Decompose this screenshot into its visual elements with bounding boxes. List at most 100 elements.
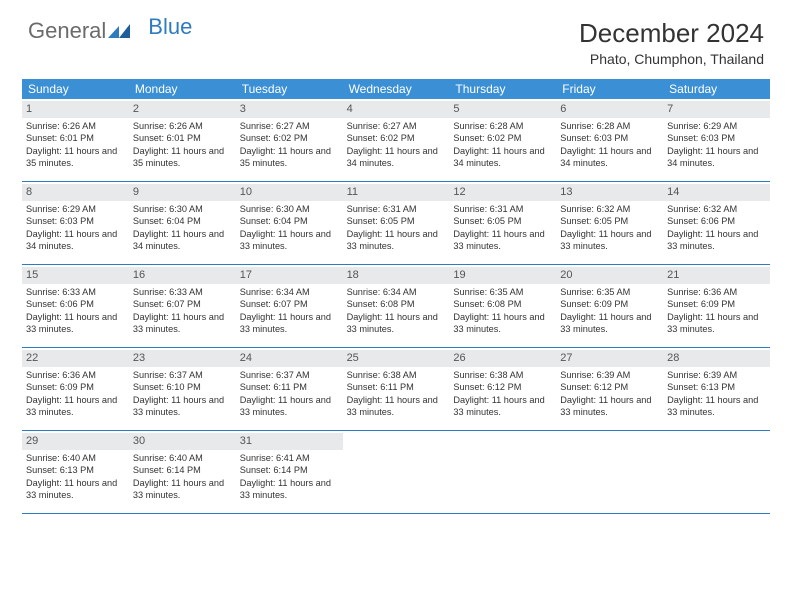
daylight-line: Daylight: 11 hours and 33 minutes. (667, 394, 766, 419)
day-cell: 30Sunrise: 6:40 AMSunset: 6:14 PMDayligh… (129, 431, 236, 513)
day-cell: 25Sunrise: 6:38 AMSunset: 6:11 PMDayligh… (343, 348, 450, 430)
sunrise-line: Sunrise: 6:32 AM (560, 203, 659, 215)
day-cell: 11Sunrise: 6:31 AMSunset: 6:05 PMDayligh… (343, 182, 450, 264)
daylight-line: Daylight: 11 hours and 33 minutes. (26, 394, 125, 419)
sunrise-line: Sunrise: 6:30 AM (133, 203, 232, 215)
day-cell: 2Sunrise: 6:26 AMSunset: 6:01 PMDaylight… (129, 99, 236, 181)
sunset-line: Sunset: 6:01 PM (133, 132, 232, 144)
header: General Blue December 2024 Phato, Chumph… (0, 0, 792, 73)
sunrise-line: Sunrise: 6:30 AM (240, 203, 339, 215)
week-row: 22Sunrise: 6:36 AMSunset: 6:09 PMDayligh… (22, 348, 770, 431)
day-number: 23 (129, 350, 236, 367)
day-cell: 24Sunrise: 6:37 AMSunset: 6:11 PMDayligh… (236, 348, 343, 430)
logo: General Blue (28, 18, 192, 44)
day-number: 31 (236, 433, 343, 450)
day-cell: 22Sunrise: 6:36 AMSunset: 6:09 PMDayligh… (22, 348, 129, 430)
daylight-line: Daylight: 11 hours and 33 minutes. (347, 228, 446, 253)
sunrise-line: Sunrise: 6:40 AM (26, 452, 125, 464)
day-number: 13 (556, 184, 663, 201)
day-number: 30 (129, 433, 236, 450)
day-number: 2 (129, 101, 236, 118)
day-header-row: SundayMondayTuesdayWednesdayThursdayFrid… (22, 79, 770, 99)
sunset-line: Sunset: 6:11 PM (240, 381, 339, 393)
sunset-line: Sunset: 6:12 PM (453, 381, 552, 393)
weeks: 1 Sunrise: 6:26 AMSunset: 6:01 PM Daylight… (22, 99, 770, 514)
day-header-cell: Wednesday (343, 79, 450, 99)
day-header-cell: Tuesday (236, 79, 343, 99)
day-cell (343, 431, 450, 513)
day-number: 5 (449, 101, 556, 118)
day-cell: 23Sunrise: 6:37 AMSunset: 6:10 PMDayligh… (129, 348, 236, 430)
sunrise-line: Sunrise: 6:41 AM (240, 452, 339, 464)
sunrise-line: Sunrise: 6:32 AM (667, 203, 766, 215)
day-header-cell: Thursday (449, 79, 556, 99)
sunrise-line: Sunrise: 6:35 AM (453, 286, 552, 298)
day-cell: 10Sunrise: 6:30 AMSunset: 6:04 PMDayligh… (236, 182, 343, 264)
sunset-line: Sunset: 6:11 PM (347, 381, 446, 393)
daylight-line: Daylight: 11 hours and 34 minutes. (667, 145, 766, 170)
day-number: 4 (343, 101, 450, 118)
sunrise-line: Sunrise: 6:34 AM (347, 286, 446, 298)
sunrise-line: Sunrise: 6:27 AM (240, 120, 339, 132)
day-number: 1 (22, 101, 129, 118)
title-block: December 2024 Phato, Chumphon, Thailand (579, 18, 764, 67)
daylight-line: Daylight: 11 hours and 35 minutes. (240, 145, 339, 170)
day-number: 22 (22, 350, 129, 367)
day-cell: 12Sunrise: 6:31 AMSunset: 6:05 PMDayligh… (449, 182, 556, 264)
day-cell: 5Sunrise: 6:28 AMSunset: 6:02 PMDaylight… (449, 99, 556, 181)
daylight-line: Daylight: 11 hours and 33 minutes. (240, 477, 339, 502)
sunset-line: Sunset: 6:03 PM (667, 132, 766, 144)
daylight-line: Daylight: 11 hours and 33 minutes. (560, 394, 659, 419)
daylight-line: Daylight: 11 hours and 34 minutes. (347, 145, 446, 170)
sunset-line: Sunset: 6:05 PM (560, 215, 659, 227)
sunset-line: Sunset: 6:07 PM (133, 298, 232, 310)
daylight-line: Daylight: 11 hours and 34 minutes. (133, 228, 232, 253)
day-number: 27 (556, 350, 663, 367)
daylight-line: Daylight: 11 hours and 33 minutes. (667, 228, 766, 253)
sunset-line: Sunset: 6:12 PM (560, 381, 659, 393)
daylight-line: Daylight: 11 hours and 33 minutes. (240, 228, 339, 253)
sunset-line: Sunset: 6:03 PM (26, 215, 125, 227)
day-number: 20 (556, 267, 663, 284)
sunrise-line: Sunrise: 6:39 AM (667, 369, 766, 381)
day-number: 6 (556, 101, 663, 118)
day-number: 18 (343, 267, 450, 284)
sunrise-line: Sunrise: 6:28 AM (453, 120, 552, 132)
sunset-line: Sunset: 6:06 PM (26, 298, 125, 310)
month-title: December 2024 (579, 18, 764, 49)
day-number: 29 (22, 433, 129, 450)
sunset-line: Sunset: 6:09 PM (560, 298, 659, 310)
daylight-line: Daylight: 11 hours and 33 minutes. (347, 394, 446, 419)
day-cell: 18Sunrise: 6:34 AMSunset: 6:08 PMDayligh… (343, 265, 450, 347)
logo-icon (108, 18, 130, 44)
sunset-line: Sunset: 6:04 PM (240, 215, 339, 227)
daylight-line: Daylight: 11 hours and 33 minutes. (453, 394, 552, 419)
daylight-line: Daylight: 11 hours and 33 minutes. (240, 394, 339, 419)
sunset-line: Sunset: 6:13 PM (667, 381, 766, 393)
day-number: 3 (236, 101, 343, 118)
daylight-line: Daylight: 11 hours and 33 minutes. (26, 311, 125, 336)
sunrise-line: Sunrise: 6:31 AM (347, 203, 446, 215)
day-number: 7 (663, 101, 770, 118)
logo-text-general: General (28, 18, 106, 44)
daylight-line: Daylight: 11 hours and 33 minutes. (26, 477, 125, 502)
sunrise-line: Sunrise: 6:38 AM (347, 369, 446, 381)
day-header-cell: Sunday (22, 79, 129, 99)
daylight-line: Daylight: 11 hours and 33 minutes. (240, 311, 339, 336)
logo-text-blue: Blue (148, 14, 192, 40)
day-cell: 29Sunrise: 6:40 AMSunset: 6:13 PMDayligh… (22, 431, 129, 513)
day-cell: 8Sunrise: 6:29 AMSunset: 6:03 PMDaylight… (22, 182, 129, 264)
day-number: 19 (449, 267, 556, 284)
daylight-line: Daylight: 11 hours and 33 minutes. (560, 228, 659, 253)
daylight-line: Daylight: 11 hours and 33 minutes. (133, 477, 232, 502)
daylight-line: Daylight: 11 hours and 33 minutes. (453, 311, 552, 336)
day-number: 8 (22, 184, 129, 201)
sunrise-line: Sunrise: 6:26 AM (133, 120, 232, 132)
daylight-line: Daylight: 11 hours and 33 minutes. (133, 394, 232, 419)
day-cell: 19Sunrise: 6:35 AMSunset: 6:08 PMDayligh… (449, 265, 556, 347)
day-cell: 7Sunrise: 6:29 AMSunset: 6:03 PMDaylight… (663, 99, 770, 181)
day-cell: 17Sunrise: 6:34 AMSunset: 6:07 PMDayligh… (236, 265, 343, 347)
day-cell: 27Sunrise: 6:39 AMSunset: 6:12 PMDayligh… (556, 348, 663, 430)
day-number: 14 (663, 184, 770, 201)
daylight-line: Daylight: 11 hours and 35 minutes. (26, 145, 125, 170)
